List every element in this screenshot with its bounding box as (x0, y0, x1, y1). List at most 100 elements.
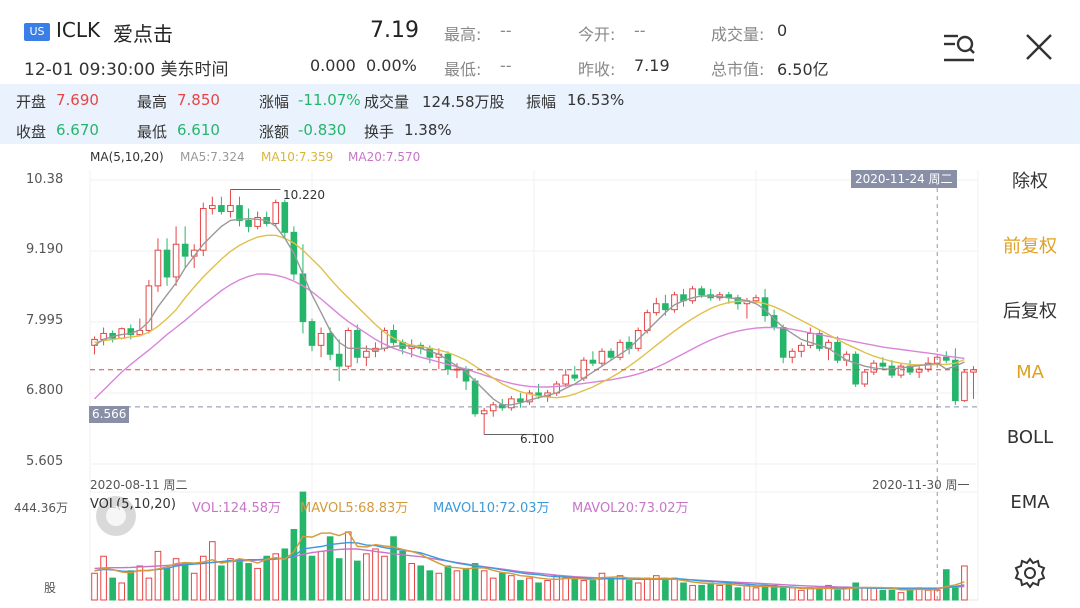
volume-bar (562, 577, 570, 601)
volume-bar (245, 563, 252, 601)
volume-bar (118, 582, 126, 601)
volume-bar (109, 577, 116, 601)
volume-bar (825, 584, 832, 601)
close-icon[interactable] (1024, 32, 1054, 62)
chart-grid (89, 170, 979, 601)
volume-bar (145, 577, 153, 601)
candle (236, 196, 243, 227)
volume-bar (834, 589, 841, 601)
volume-bar (254, 567, 261, 601)
candle-body (281, 202, 289, 233)
candle-body (761, 297, 769, 317)
volume-bar (272, 553, 280, 601)
candle (181, 226, 189, 269)
candle-body (326, 332, 334, 355)
kline-chart[interactable] (0, 148, 980, 608)
candle (797, 342, 805, 358)
candle (897, 363, 905, 379)
gear-icon[interactable] (1014, 557, 1046, 589)
volume-bar (616, 575, 624, 601)
candle-body (961, 371, 968, 402)
ma-legend-title: MA(5,10,20) (90, 150, 164, 164)
ohlc-vol-value: 124.58万股 (422, 93, 505, 111)
volume-bar (942, 569, 950, 601)
candle-body (671, 294, 678, 311)
volume-bar (498, 572, 506, 601)
volume-bar (471, 563, 479, 601)
candle-body (353, 329, 361, 358)
ma10-legend: MA10:7.359 (261, 150, 334, 164)
ma20-line (94, 273, 965, 400)
candle-body (526, 392, 533, 403)
menu-ma[interactable]: MA (1016, 362, 1044, 383)
candle-body (317, 332, 325, 346)
candle-body (852, 353, 859, 385)
candle-body (689, 288, 696, 302)
candle-body (308, 321, 316, 346)
candle (209, 196, 216, 215)
candle-body (797, 344, 805, 352)
record-icon[interactable] (96, 496, 136, 536)
menu-ex-rights[interactable]: 除权 (1012, 171, 1048, 192)
volume-bar (127, 570, 135, 601)
menu-ema[interactable]: EMA (1010, 492, 1050, 513)
volume-bar (399, 550, 406, 601)
volume-bar (480, 570, 488, 601)
quote-datetime: 12-01 09:30:00 美东时间 (24, 60, 229, 80)
ma5-legend: MA5:7.324 (180, 150, 245, 164)
menu-boll[interactable]: BOLL (1006, 427, 1054, 448)
volume-bar (797, 589, 805, 601)
ohlc-close-value: 6.670 (56, 121, 99, 139)
menu-forward-adjust[interactable]: 前复权 (1003, 236, 1057, 257)
candle (263, 211, 271, 227)
volume-bar (589, 580, 597, 601)
ma20-legend: MA20:7.570 (348, 150, 421, 164)
candle-body (571, 374, 579, 379)
ma10-line (94, 234, 965, 399)
candle-body (517, 398, 524, 403)
candle-body (218, 205, 225, 213)
volume-bar (734, 587, 742, 601)
candle (435, 348, 443, 370)
candle-body (662, 303, 669, 311)
volume-bar (653, 575, 660, 601)
menu-backward-adjust[interactable]: 后复权 (1003, 301, 1057, 322)
volume-bar (199, 555, 207, 601)
volume-bar (725, 582, 733, 601)
volume-bar (535, 582, 542, 601)
price-axis-label-4: 5.605 (26, 454, 64, 469)
candle-body (199, 208, 207, 251)
open-value: -- (634, 21, 646, 40)
mktcap-value: 6.50亿 (777, 60, 829, 79)
candle-body (299, 273, 307, 323)
volume-bar (571, 577, 579, 601)
volume-bar (263, 555, 271, 601)
ohlc-amp-label: 振幅 (526, 93, 557, 111)
candle (154, 238, 162, 292)
volume-bar (163, 567, 171, 601)
candle-body (118, 328, 126, 339)
low-annotation: 6.100 (520, 432, 555, 446)
candle (942, 351, 950, 364)
volume-bar (290, 529, 298, 601)
volume-bar (544, 580, 551, 601)
candle-body (816, 332, 823, 349)
candle (653, 297, 660, 316)
candle-body (426, 347, 434, 358)
candle-body (163, 249, 171, 278)
mavol20-line (94, 548, 965, 589)
chart-overlay (90, 172, 978, 600)
ohlc-close-label: 收盘 (16, 123, 47, 141)
volume-bar (843, 587, 850, 601)
ohlc-vol-label: 成交量 (364, 93, 410, 111)
candle-body (861, 371, 869, 385)
candle (172, 226, 180, 286)
candle (254, 211, 261, 230)
volume-bar (381, 555, 388, 601)
ohlc-low-label: 最低 (137, 123, 168, 141)
candle-body (453, 368, 461, 371)
search-list-icon[interactable] (942, 30, 976, 64)
candle-body (616, 341, 624, 358)
candle (326, 327, 334, 361)
volume-bar (236, 560, 243, 601)
